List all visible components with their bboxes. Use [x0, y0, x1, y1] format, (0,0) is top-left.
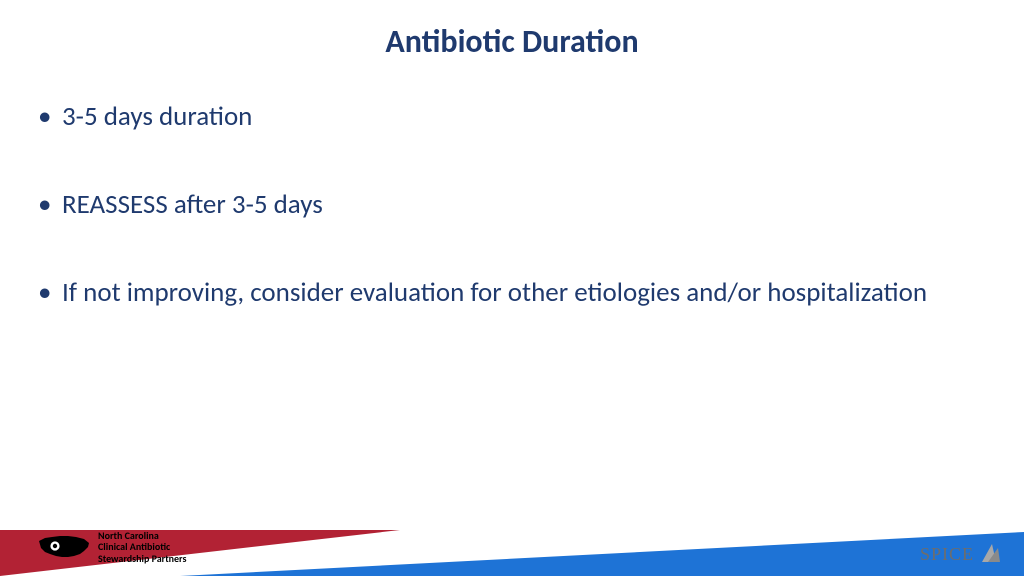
spice-icon: [978, 542, 1002, 566]
nc-line3: Stewardship Partners: [98, 553, 186, 565]
nc-line2: Clinical Antibiotic: [98, 541, 186, 553]
nc-text: North Carolina Clinical Antibiotic Stewa…: [98, 530, 186, 565]
slide-title: Antibiotic Duration: [0, 22, 1024, 61]
slide: Antibiotic Duration 3-5 days duration RE…: [0, 0, 1024, 576]
nc-badge: North Carolina Clinical Antibiotic Stewa…: [38, 530, 186, 565]
spice-logo: SPICE: [920, 542, 1002, 566]
bullet-item: 3-5 days duration: [38, 100, 984, 134]
nc-state-icon: [38, 534, 90, 560]
bullet-item: If not improving, consider evaluation fo…: [38, 276, 984, 310]
bullet-item: REASSESS after 3-5 days: [38, 188, 984, 222]
bullet-list: 3-5 days duration REASSESS after 3-5 day…: [38, 100, 984, 363]
footer: North Carolina Clinical Antibiotic Stewa…: [0, 514, 1024, 576]
spice-text: SPICE: [920, 544, 974, 565]
